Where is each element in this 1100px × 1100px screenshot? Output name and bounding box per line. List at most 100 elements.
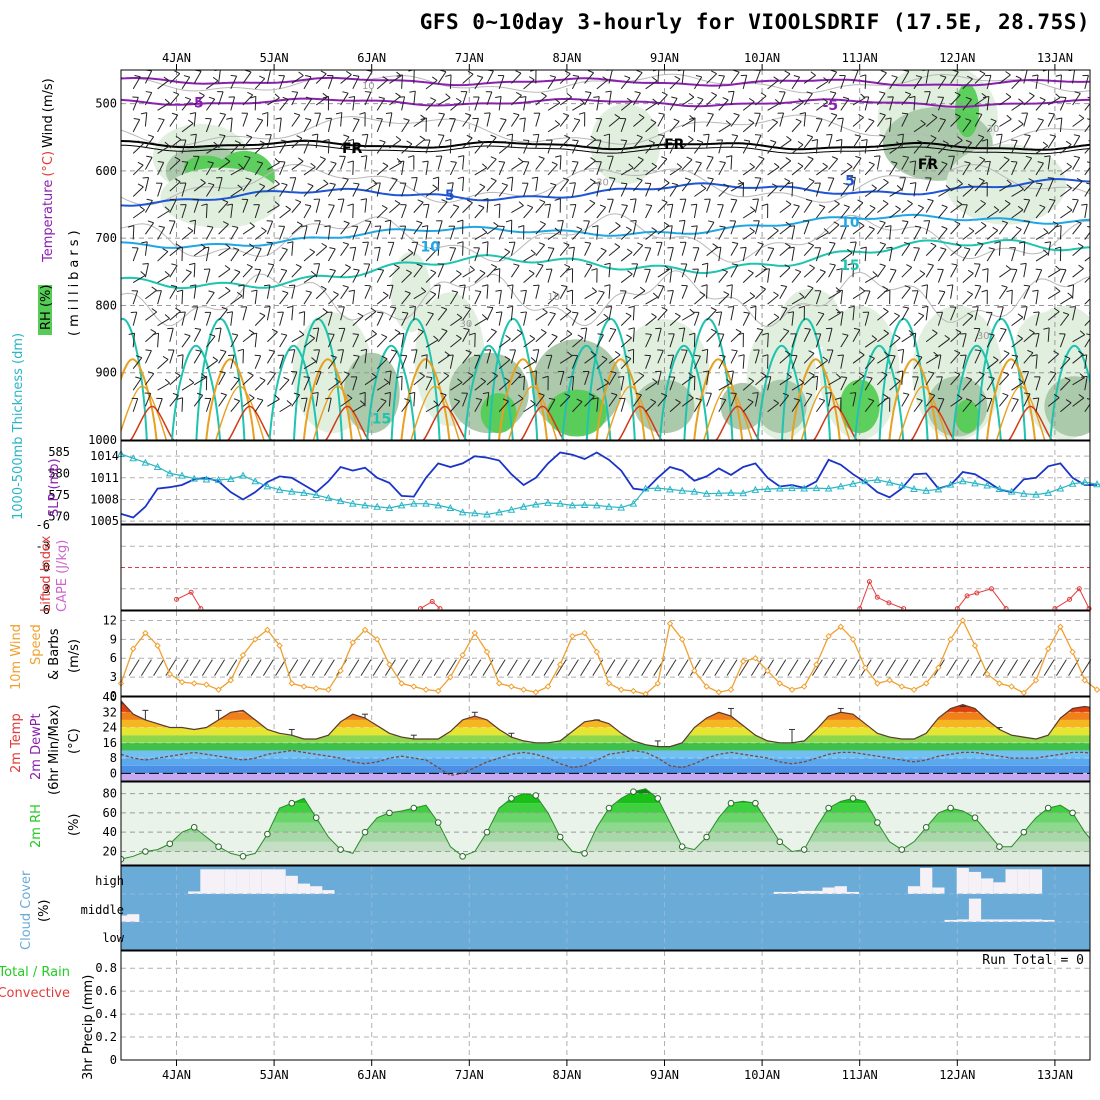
wind-barb (937, 398, 945, 412)
wind-barb-feather (879, 112, 886, 116)
wind-barb (950, 246, 962, 257)
wind-barb-feather (605, 306, 612, 308)
wind-barb (291, 92, 299, 106)
wind-barb-feather (506, 176, 513, 179)
wind-barb-feather (325, 397, 332, 400)
wind-barb (510, 265, 520, 278)
wind-barb (1023, 95, 1035, 106)
thickness-point (251, 477, 260, 485)
wind-barb-feather (585, 263, 592, 266)
wind-barb-feather (884, 289, 891, 293)
wind-barb (254, 290, 258, 305)
wind-barb (266, 70, 272, 84)
wind-barb-feather (530, 249, 536, 255)
bl-spike-25 (507, 385, 558, 440)
wind-barb-feather (786, 135, 792, 141)
wind-barb (1060, 187, 1072, 197)
wind-barb (144, 373, 155, 386)
wind-barb-feather (299, 330, 305, 336)
temperature-title: Temperature (41, 180, 56, 263)
cloud-mid-bar (1005, 919, 1018, 922)
wind-barb (816, 206, 826, 219)
wind-barb (376, 247, 381, 262)
wind-barb-feather (866, 376, 873, 379)
wind-barb-feather (773, 291, 779, 296)
wind-barb-feather (829, 263, 836, 266)
wind-barb-feather (758, 156, 765, 160)
wind10m-point (1069, 648, 1076, 656)
wind-barb-feather (674, 312, 681, 317)
wind-barb (230, 117, 233, 132)
wind-barb (498, 400, 509, 413)
wind-barb-feather (774, 98, 781, 104)
wind-barb (1072, 70, 1076, 84)
thickness-point (178, 471, 186, 479)
wind-barb (755, 95, 767, 106)
wind-barb (157, 359, 169, 370)
wind-barb (706, 198, 711, 213)
thickness-point (397, 501, 406, 509)
wind-barb (144, 136, 155, 149)
wind-barb (486, 266, 498, 278)
wind-barb-feather (869, 204, 876, 209)
wind-barb-feather (657, 349, 664, 351)
wind-barb (620, 229, 632, 240)
wind-barb (401, 119, 410, 133)
wind-barb-feather (584, 241, 591, 244)
bl-spike-25 (800, 385, 851, 440)
wind-barb-feather (202, 246, 210, 249)
wind-barb (840, 118, 844, 132)
wind-barb (986, 248, 996, 262)
wind-barb (157, 227, 166, 240)
wind-barb (340, 306, 345, 321)
rh-band (121, 851, 1090, 865)
bl-spike-20 (595, 358, 646, 440)
wind-barb-feather (627, 270, 633, 275)
wind-barb (767, 402, 779, 413)
wind-barb (999, 74, 1011, 84)
wind-barb (157, 162, 165, 176)
wind-barb (730, 183, 744, 192)
wind-barb-feather (170, 284, 178, 288)
wind-barb-feather (464, 306, 471, 310)
bl-spike-25 (215, 385, 265, 440)
wind-barb-feather (773, 162, 780, 168)
wind10m-point (349, 639, 357, 646)
temp-band (121, 758, 1090, 766)
wind-barb (230, 334, 239, 348)
rh2m-point (605, 804, 613, 812)
precip-tick-label: 0.2 (95, 1030, 117, 1044)
thickness-point (678, 486, 687, 494)
wind-barb (559, 310, 572, 321)
wind-barb-feather (891, 75, 898, 78)
wind10m-barb (677, 659, 689, 676)
wind-barb (425, 250, 436, 262)
rh2m-point (361, 828, 369, 836)
wind-barb-feather (1087, 96, 1090, 99)
wind-barb-feather (557, 219, 564, 222)
wind-barb (998, 329, 1007, 343)
wind-barb (401, 312, 409, 326)
wind-barb-feather (532, 349, 539, 351)
rh2m-point (386, 809, 393, 817)
rh2m-point (312, 814, 320, 822)
wind-barb (462, 73, 474, 84)
wind-barb-feather (385, 112, 392, 115)
wind-barb (620, 140, 628, 154)
wind-barb (327, 356, 337, 369)
wind-barb (145, 289, 157, 300)
wind-barb-feather (283, 376, 290, 381)
wind-barb (510, 284, 514, 299)
wind-barb (572, 401, 583, 413)
wind-barb-feather (658, 134, 665, 137)
wind-barb-feather (401, 311, 409, 314)
wind-barb (755, 288, 766, 300)
wind-barb-feather (474, 290, 481, 292)
precip-y-titles: Total / Rain Convective 3hr Precip (mm) … (0, 953, 1084, 1080)
wind-barb-feather (528, 269, 535, 274)
wind-barb (632, 327, 635, 342)
wind-barb-feather (811, 375, 818, 379)
wind-barb (1060, 296, 1073, 305)
wind-barb (864, 96, 870, 111)
wind-barb-feather (184, 96, 191, 100)
